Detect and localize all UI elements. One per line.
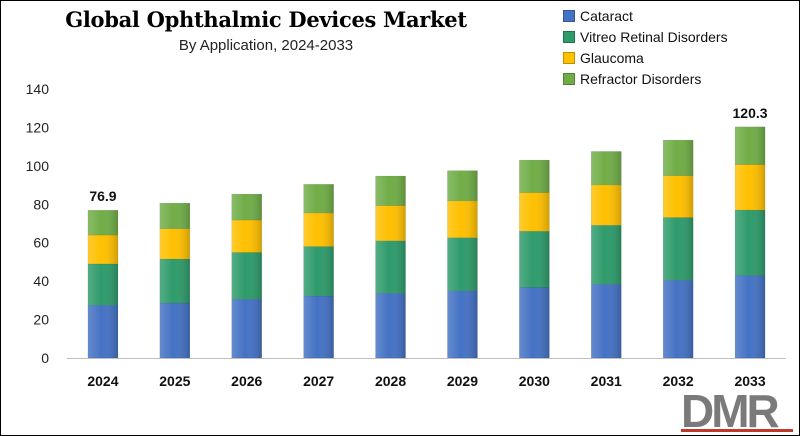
legend-item-refractor: Refractor Disorders — [563, 68, 795, 89]
x-tick-label-2028: 2028 — [375, 373, 406, 389]
bar-shading-glaucoma-2026 — [231, 220, 262, 253]
x-tick-label-2026: 2026 — [231, 373, 262, 389]
bar-shading-vitreo-retinal-disorders-2028 — [375, 240, 406, 294]
bar-shading-refractor-disorders-2030 — [519, 160, 550, 193]
y-tick-label: 0 — [41, 350, 49, 366]
bar-shading-refractor-disorders-2027 — [303, 184, 334, 213]
bar-shading-glaucoma-2030 — [519, 192, 550, 232]
bar-shading-cataract-2032 — [663, 280, 694, 358]
legend-swatch-vitreo-retinal — [563, 30, 575, 43]
y-tick-label: 40 — [33, 273, 49, 289]
logo-underline — [681, 429, 793, 432]
y-tick-label: 100 — [26, 158, 50, 174]
y-axis: 0 20 40 60 80 100 120 140 — [26, 81, 50, 366]
bar-shading-cataract-2031 — [591, 284, 622, 358]
bar-shading-cataract-2025 — [159, 303, 190, 358]
bar-shading-glaucoma-2031 — [591, 184, 622, 226]
x-tick-label-2025: 2025 — [159, 373, 190, 389]
y-tick-label: 60 — [33, 235, 49, 251]
bar-shading-cataract-2028 — [375, 293, 406, 358]
bar-shading-vitreo-retinal-disorders-2027 — [303, 246, 334, 296]
bar-shading-refractor-disorders-2029 — [447, 170, 478, 201]
bar-shading-vitreo-retinal-disorders-2030 — [519, 231, 550, 288]
x-tick-label-2027: 2027 — [303, 373, 334, 389]
legend-label-glaucoma: Glaucoma — [580, 49, 644, 66]
bar-shading-glaucoma-2028 — [375, 205, 406, 241]
y-tick-label: 80 — [33, 196, 49, 212]
bar-shading-vitreo-retinal-disorders-2025 — [159, 259, 190, 304]
bar-shading-refractor-disorders-2026 — [231, 194, 262, 221]
y-tick-label: 140 — [26, 81, 50, 97]
y-tick-label: 120 — [26, 119, 50, 135]
bar-shading-refractor-disorders-2028 — [375, 176, 406, 206]
x-axis: 2024 2025 2026 2027 2028 2029 2030 2031 2032 2033 — [67, 358, 786, 389]
bar-shading-refractor-disorders-2024 — [87, 210, 118, 236]
x-tick-label-2024: 2024 — [87, 373, 118, 389]
legend-swatch-glaucoma — [563, 51, 575, 64]
bar-shading-cataract-2027 — [303, 295, 334, 358]
legend-label-refractor: Refractor Disorders — [580, 70, 702, 87]
legend: Cataract Vitreo Retinal Disorders Glauco… — [563, 5, 795, 89]
bar-shading-cataract-2026 — [231, 299, 262, 358]
legend-item-glaucoma: Glaucoma — [563, 47, 795, 68]
legend-label-cataract: Cataract — [580, 7, 633, 24]
bars — [87, 126, 766, 359]
legend-label-vitreo-retinal: Vitreo Retinal Disorders — [580, 28, 728, 45]
legend-swatch-refractor — [563, 72, 575, 85]
bar-shading-refractor-disorders-2033 — [735, 126, 766, 165]
y-tick-label: 20 — [33, 312, 49, 328]
bar-shading-vitreo-retinal-disorders-2032 — [663, 217, 694, 281]
bar-shading-vitreo-retinal-disorders-2033 — [735, 210, 766, 276]
bar-shading-vitreo-retinal-disorders-2024 — [87, 263, 118, 306]
logo-text: DMR — [681, 389, 780, 433]
bar-shading-glaucoma-2027 — [303, 212, 334, 247]
bar-shading-cataract-2033 — [735, 275, 766, 358]
bar-shading-glaucoma-2032 — [663, 175, 694, 218]
legend-item-vitreo-retinal: Vitreo Retinal Disorders — [563, 26, 795, 47]
bar-shading-glaucoma-2024 — [87, 235, 118, 264]
x-tick-label-2029: 2029 — [447, 373, 478, 389]
legend-swatch-cataract — [563, 9, 575, 22]
bar-shading-glaucoma-2029 — [447, 200, 478, 238]
bar-shading-cataract-2030 — [519, 287, 550, 358]
bar-shading-refractor-disorders-2031 — [591, 151, 622, 185]
bar-shading-cataract-2024 — [87, 305, 118, 358]
chart-title: Global Ophthalmic Devices Market — [65, 7, 467, 32]
data-label-2033: 120.3 — [733, 105, 768, 121]
bar-shading-refractor-disorders-2032 — [663, 140, 694, 176]
bar-shading-glaucoma-2025 — [159, 228, 190, 260]
bar-shading-cataract-2029 — [447, 290, 478, 358]
chart-subtitle: By Application, 2024-2033 — [178, 37, 354, 54]
bar-shading-glaucoma-2033 — [735, 164, 766, 211]
bar-shading-vitreo-retinal-disorders-2029 — [447, 237, 478, 291]
legend-item-cataract: Cataract — [563, 5, 795, 26]
data-labels: 76.9 120.3 — [89, 105, 767, 204]
bar-shading-refractor-disorders-2025 — [159, 203, 190, 229]
bar-shading-vitreo-retinal-disorders-2031 — [591, 225, 622, 285]
dmr-logo: DMR — [679, 385, 795, 435]
x-tick-label-2030: 2030 — [519, 373, 550, 389]
bar-shading-vitreo-retinal-disorders-2026 — [231, 252, 262, 300]
x-tick-label-2031: 2031 — [591, 373, 622, 389]
data-label-2024: 76.9 — [89, 188, 116, 204]
x-tick-label-2033: 2033 — [734, 373, 765, 389]
x-tick-label-2032: 2032 — [663, 373, 694, 389]
